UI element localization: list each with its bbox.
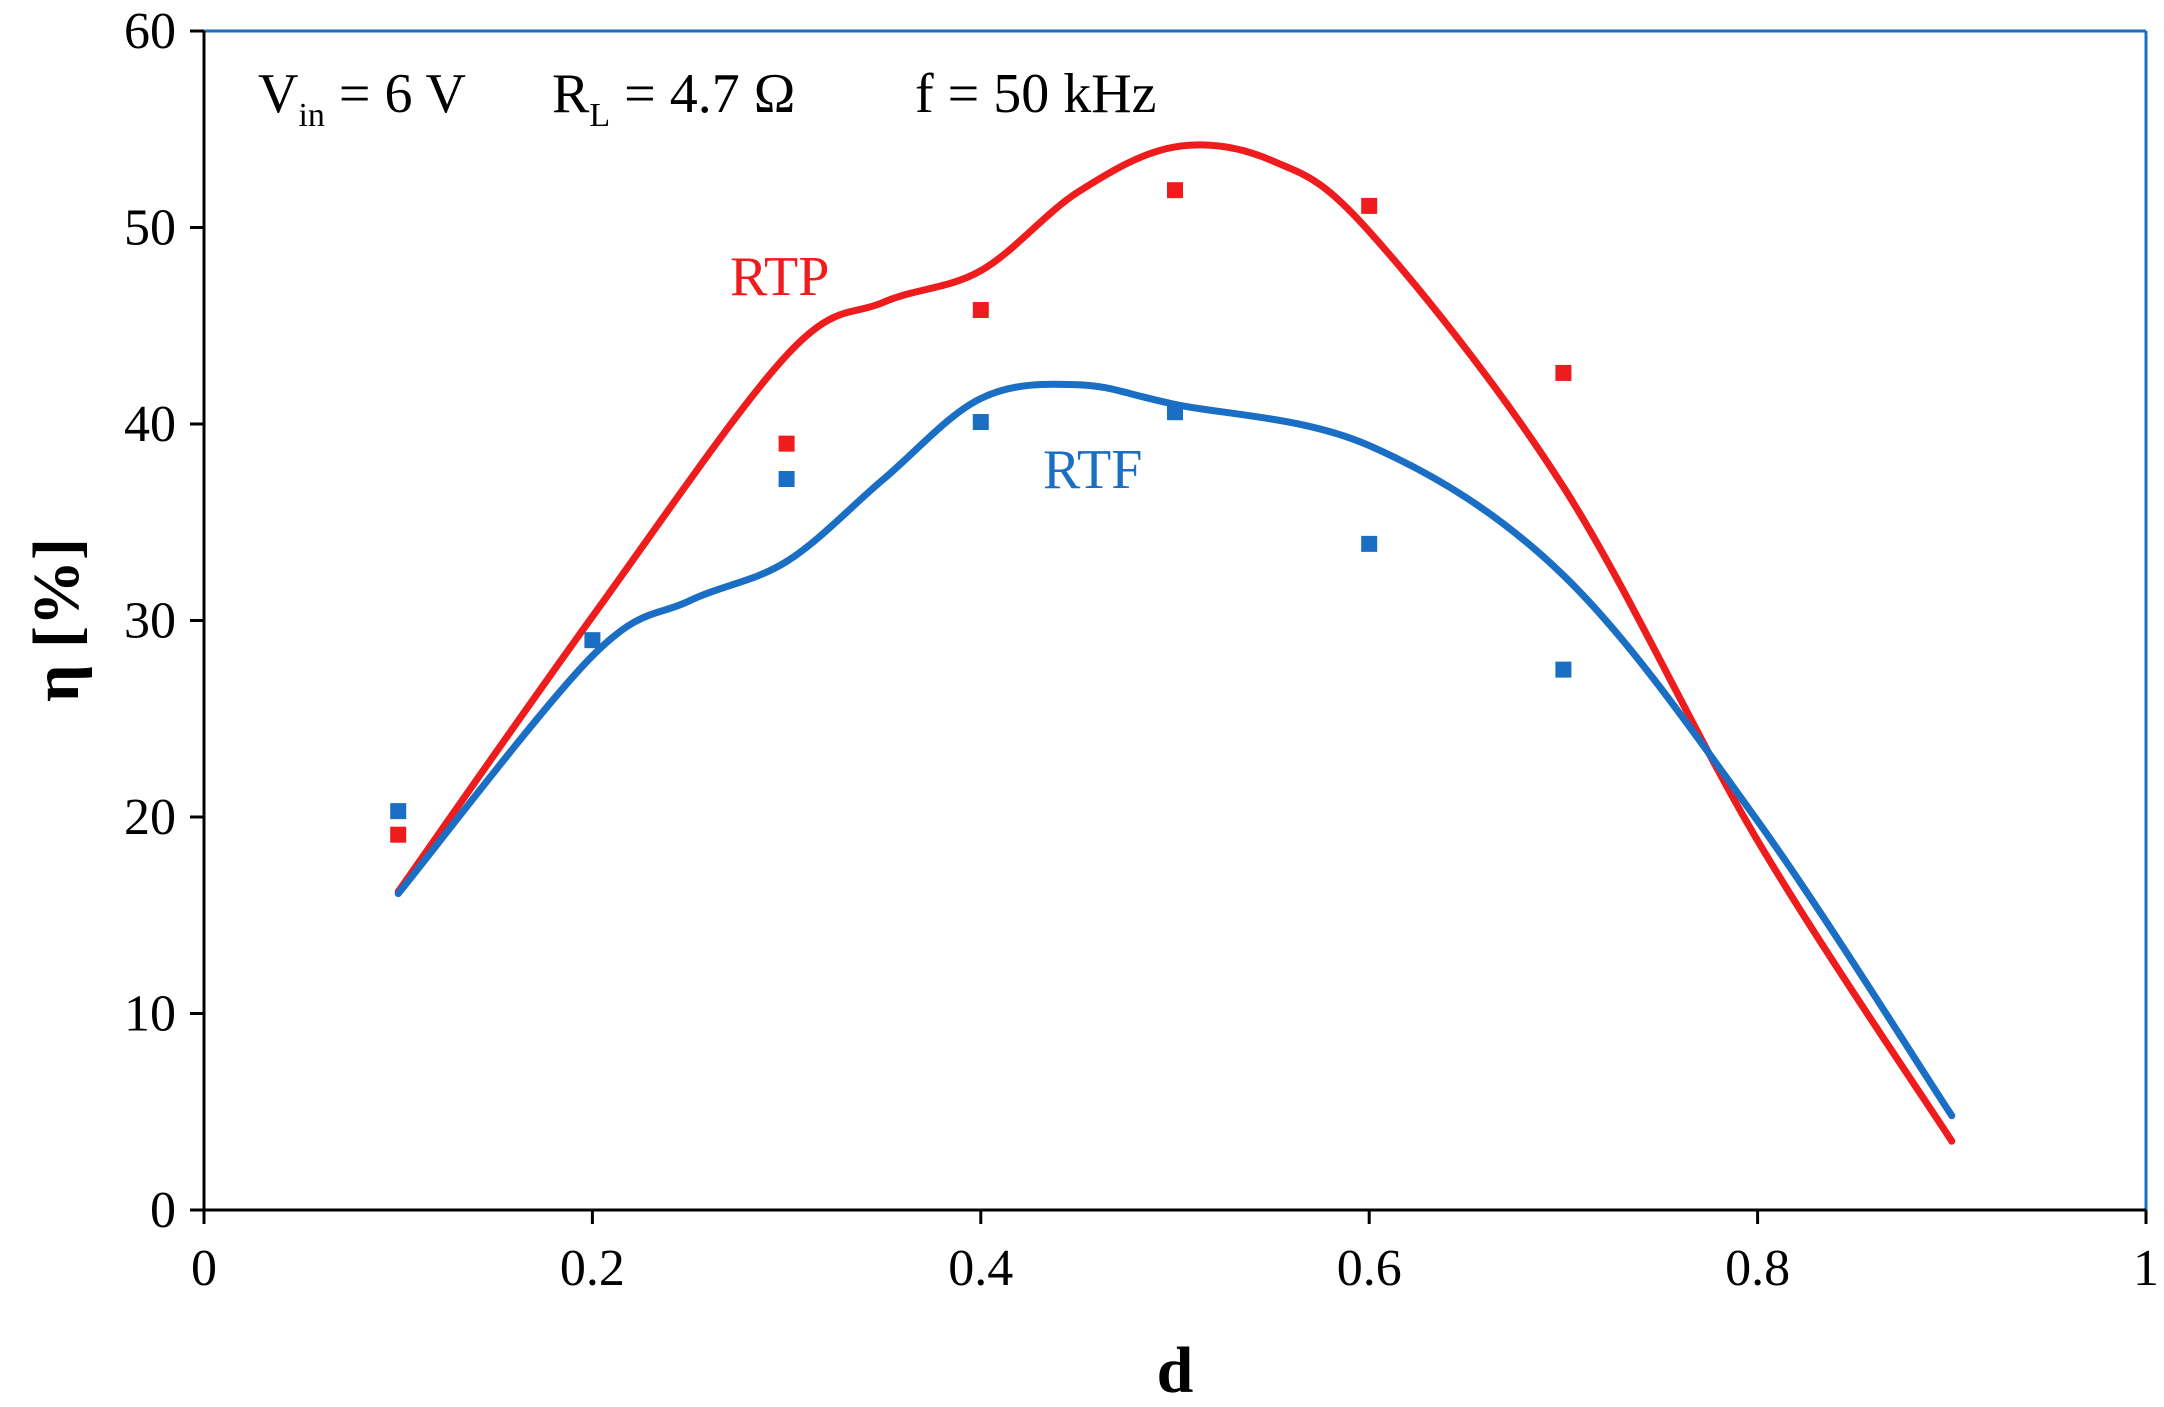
rl-annotation: RL = 4.7 Ω (552, 63, 795, 134)
y-tick-label: 60 (124, 3, 176, 60)
y-tick-label: 50 (124, 200, 176, 257)
x-tick-label: 0.4 (948, 1240, 1013, 1297)
vin-annotation: Vin = 6 V (258, 63, 466, 134)
vin-value: = 6 V (325, 63, 466, 125)
data-point-rtp (390, 826, 407, 843)
trend-lines (394, 141, 1956, 1145)
data-point-rtp (1361, 197, 1378, 214)
data-point-rtf (778, 471, 795, 488)
vin-subscript: in (298, 97, 324, 134)
data-point-rtf (584, 632, 601, 649)
data-point-rtf (390, 803, 407, 820)
y-ticks: 0 10 20 30 40 50 60 (124, 3, 204, 1239)
data-point-rtp (778, 435, 795, 452)
frequency-annotation: f = 50 kHz (915, 63, 1157, 125)
rl-subscript: L (589, 97, 610, 134)
vin-symbol: V (258, 63, 298, 125)
y-tick-label: 0 (150, 1182, 176, 1239)
series-label-rtp: RTP (730, 246, 829, 308)
data-point-rtp (1555, 364, 1572, 381)
data-points (390, 182, 1572, 843)
x-tick-label: 0.8 (1725, 1240, 1790, 1297)
data-point-rtf (1167, 404, 1183, 421)
x-tick-label: 0 (191, 1240, 217, 1297)
data-point-rtf (1555, 661, 1572, 678)
y-tick-label: 30 (124, 593, 176, 650)
rl-symbol: R (552, 63, 590, 125)
trend-line-rtf (394, 380, 1956, 1120)
rl-value: = 4.7 Ω (610, 63, 795, 125)
y-axis-title: η [%] (20, 538, 93, 702)
x-tick-label: 0.6 (1337, 1240, 1402, 1297)
series-label-rtf: RTF (1043, 439, 1142, 501)
x-tick-label: 1 (2133, 1240, 2159, 1297)
y-tick-label: 40 (124, 396, 176, 453)
data-point-rtf (972, 414, 989, 431)
y-tick-label: 10 (124, 986, 176, 1043)
y-tick-label: 20 (124, 789, 176, 846)
x-axis-title: d (1157, 1334, 1194, 1407)
trend-line-rtp (394, 141, 1956, 1145)
data-point-rtf (1361, 535, 1378, 552)
x-ticks: 0 0.2 0.4 0.6 0.8 1 (191, 1210, 2159, 1297)
data-point-rtp (1167, 182, 1183, 199)
x-tick-label: 0.2 (560, 1240, 625, 1297)
data-point-rtp (972, 302, 989, 319)
